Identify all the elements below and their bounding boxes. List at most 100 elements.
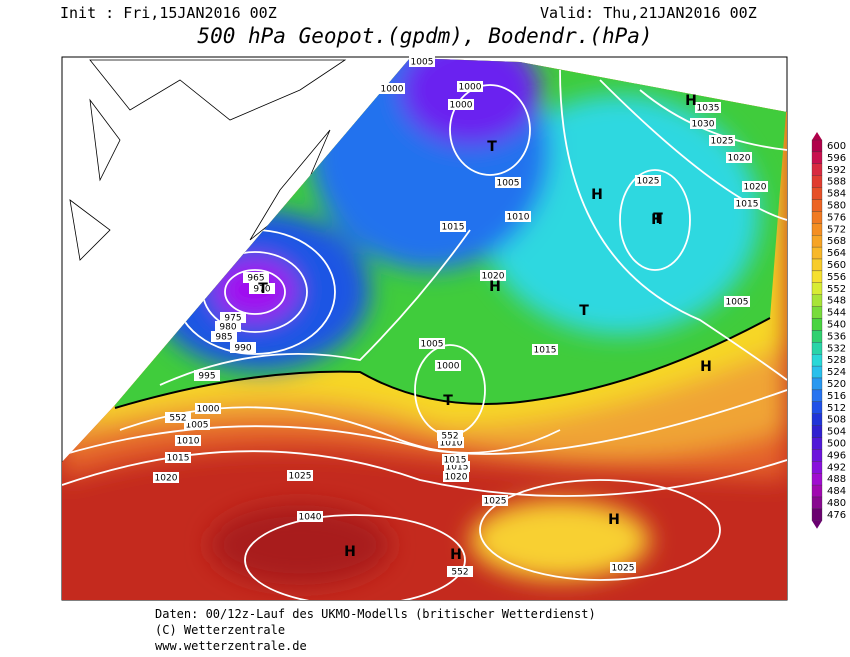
footer-line: www.wetterzentrale.de (155, 639, 307, 653)
label-box (419, 338, 445, 349)
label-box (442, 454, 468, 465)
pressure-label: 970 (253, 285, 270, 295)
colorbar-cell (811, 461, 823, 474)
colorbar-label: 576 (827, 212, 846, 223)
colorbar-cell (811, 235, 823, 248)
pressure-label: 1015 (167, 454, 190, 464)
init-time: Init : Fri,15JAN2016 00Z (60, 4, 277, 22)
label-box (184, 419, 210, 430)
colorbar-cell (811, 484, 823, 498)
pressure-label: 1015 (446, 463, 469, 473)
pressure-label: 975 (224, 314, 241, 324)
pressure-label: 1025 (637, 177, 660, 187)
label-box (448, 99, 474, 110)
pressure-label: 1005 (411, 58, 434, 68)
pressure-label: 1025 (484, 497, 507, 507)
colorbar-cell (811, 401, 823, 414)
pressure-label: 1005 (186, 421, 209, 431)
pressure-center: T (258, 281, 268, 297)
label-box (457, 81, 483, 92)
pressure-label: 552 (169, 414, 186, 424)
colorbar-label: 568 (827, 236, 846, 247)
colorbar-cell (811, 223, 823, 236)
label-box (610, 562, 636, 573)
label-box (742, 181, 768, 192)
label-box (726, 152, 752, 163)
label-box (194, 370, 220, 381)
pressure-center: H (608, 512, 620, 528)
pressure-center: H (651, 212, 663, 228)
label-box (482, 495, 508, 506)
colorbar-cell (811, 151, 823, 164)
colorbar-cell (811, 294, 823, 307)
colorbar-label: 584 (827, 189, 846, 200)
colorbar-cell (811, 508, 823, 521)
colorbar-label: 580 (827, 200, 846, 211)
label-box (297, 511, 323, 522)
colorbar-cell (811, 377, 823, 391)
pressure-label: 1000 (459, 83, 482, 93)
pressure-label: 1020 (155, 474, 178, 484)
label-box (175, 435, 201, 446)
pressure-center: H (685, 93, 697, 109)
colorbar-label: 500 (827, 438, 846, 449)
colorbar-cell (811, 449, 823, 462)
colorbar-cell (811, 270, 823, 283)
colorbar-label: 544 (827, 308, 846, 319)
colorbar-label: 596 (827, 153, 846, 164)
colorbar-label: 540 (827, 319, 846, 330)
pressure-label: 1000 (197, 405, 220, 415)
label-box (243, 272, 269, 283)
colorbar-label: 476 (827, 510, 846, 521)
valid-time: Valid: Thu,21JAN2016 00Z (540, 4, 757, 22)
colorbar-cell (811, 365, 823, 379)
pressure-center: T (653, 211, 663, 227)
colorbar-label: 480 (827, 498, 846, 509)
colorbar-label: 528 (827, 355, 846, 366)
colorbar-cell (811, 496, 823, 510)
label-box (724, 296, 750, 307)
pressure-label: 1020 (482, 272, 505, 282)
label-box (709, 135, 735, 146)
pressure-label: 552 (451, 568, 468, 578)
pressure-center: T (487, 139, 497, 155)
colorbar-cell (811, 211, 823, 224)
pressure-label: 1025 (612, 564, 635, 574)
colorbar-label: 488 (827, 474, 846, 485)
pressure-label: 965 (247, 274, 264, 284)
label-box (211, 331, 237, 342)
colorbar-label: 504 (827, 427, 846, 438)
colorbar-label: 516 (827, 391, 846, 402)
footer-line: (C) Wetterzentrale (155, 623, 285, 637)
colorbar: 6005965925885845805765725685645605565525… (811, 132, 846, 529)
label-box (480, 270, 506, 281)
pressure-label: 1035 (697, 104, 720, 114)
label-box (153, 472, 179, 483)
label-box (437, 430, 463, 441)
pressure-label: 1005 (726, 298, 749, 308)
label-box (635, 175, 661, 186)
pressure-label: 1000 (437, 362, 460, 372)
colorbar-label: 524 (827, 367, 846, 378)
label-box (249, 283, 275, 294)
pressure-center: H (591, 187, 603, 203)
colorbar-cell (811, 330, 823, 343)
pressure-label: 1020 (728, 154, 751, 164)
label-box (532, 344, 558, 355)
pressure-center: H (344, 544, 356, 560)
colorbar-cell (811, 437, 823, 450)
colorbar-cell (811, 258, 823, 272)
colorbar-label: 588 (827, 177, 846, 188)
colorbar-cell (811, 354, 823, 367)
colorbar-label: 572 (827, 224, 846, 235)
colorbar-cell (811, 425, 823, 438)
map-title: 500 hPa Geopot.(gpdm), Bodendr.(hPa) (197, 24, 652, 48)
label-box (230, 342, 256, 353)
colorbar-cell (811, 389, 823, 402)
footer-line: Daten: 00/12z-Lauf des UKMO-Modells (bri… (155, 607, 596, 621)
colorbar-cell (811, 163, 823, 176)
colorbar-cell (811, 246, 823, 260)
pressure-label: 1020 (744, 183, 767, 193)
label-box (438, 437, 464, 448)
label-box (435, 360, 461, 371)
